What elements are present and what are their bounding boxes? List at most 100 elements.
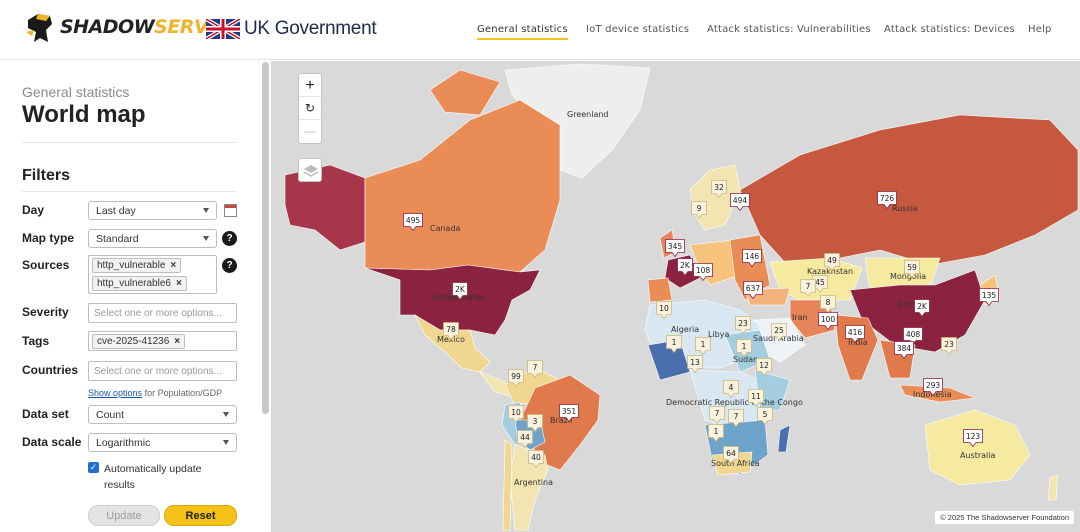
data-scale-select-value: Logarithmic (96, 437, 151, 449)
count-marker[interactable]: 11 (748, 389, 764, 408)
count-marker[interactable]: 44 (517, 430, 533, 449)
help-icon[interactable]: ? (222, 231, 237, 246)
count-marker[interactable]: 10 (656, 301, 672, 320)
marker-pin (708, 424, 724, 443)
count-marker[interactable]: 99 (508, 369, 524, 388)
reset-button[interactable]: Reset (164, 505, 237, 526)
countries-multiselect[interactable]: Select one or more options... (88, 361, 237, 381)
zoom-out-button[interactable]: — (304, 124, 316, 138)
marker-pin (693, 263, 713, 282)
count-marker[interactable]: 40 (528, 450, 544, 469)
marker-pin (877, 191, 897, 210)
chevron-down-icon (223, 412, 229, 417)
count-marker[interactable]: 13 (687, 355, 703, 374)
help-icon[interactable]: ? (222, 258, 237, 273)
remove-tag-icon[interactable]: × (170, 260, 177, 271)
count-marker[interactable]: 1 (666, 335, 682, 354)
count-marker[interactable]: 3 (527, 414, 543, 433)
marker-count: 7 (806, 282, 811, 291)
count-marker[interactable]: 495 (403, 213, 423, 232)
nav-attack-vulnerabilities[interactable]: Attack statistics: Vulnerabilities (707, 24, 871, 35)
count-marker[interactable]: 7 (800, 279, 816, 298)
count-marker[interactable]: 7 (728, 409, 744, 428)
severity-multiselect[interactable]: Select one or more options... (88, 303, 237, 323)
count-marker[interactable]: 123 (963, 429, 983, 448)
sources-label: Sources (22, 258, 70, 272)
world-map[interactable]: Greenland Canada United States Mexico Br… (272, 61, 1080, 532)
marker-pin (914, 299, 930, 318)
count-marker[interactable]: 4 (723, 380, 739, 399)
marker-pin (742, 249, 762, 268)
count-markers[interactable]: 4952K7899710344403513249493452K108146637… (403, 180, 999, 469)
count-marker[interactable]: 8 (820, 295, 836, 314)
data-scale-select[interactable]: Logarithmic (88, 433, 237, 452)
marker-count: 23 (944, 340, 954, 349)
count-marker[interactable]: 64 (723, 446, 739, 465)
count-marker[interactable]: 10 (508, 405, 524, 424)
count-marker[interactable]: 637 (743, 281, 763, 300)
population-gdp-options: Show options for Population/GDP (88, 388, 222, 398)
nav-iot-device-statistics[interactable]: IoT device statistics (586, 24, 690, 35)
reset-view-button[interactable]: ↻ (299, 97, 321, 120)
count-marker[interactable]: 25 (771, 323, 787, 342)
count-marker[interactable]: 351 (559, 404, 579, 423)
count-marker[interactable]: 135 (979, 288, 999, 307)
count-marker[interactable]: 100 (818, 312, 838, 331)
marker-count: 5 (763, 410, 768, 419)
count-marker[interactable]: 384 (894, 341, 914, 360)
marker-count: 1 (672, 338, 677, 347)
count-marker[interactable]: 23 (735, 316, 751, 335)
count-marker[interactable]: 726 (877, 191, 897, 210)
count-marker[interactable]: 1 (736, 339, 752, 358)
count-marker[interactable]: 2K (452, 282, 468, 301)
nav-attack-devices[interactable]: Attack statistics: Devices (884, 24, 1015, 35)
count-marker[interactable]: 2K (677, 258, 693, 277)
count-marker[interactable]: 23 (941, 337, 957, 356)
map-type-select[interactable]: Standard (88, 229, 217, 248)
count-marker[interactable]: 32 (711, 180, 727, 199)
count-marker[interactable]: 345 (665, 239, 685, 258)
layers-control[interactable] (298, 158, 322, 182)
page-title: World map (22, 101, 146, 128)
marker-count: 45 (815, 278, 825, 287)
data-set-select[interactable]: Count (88, 405, 237, 424)
shadowserver-logo[interactable]: SHADOWSERVER (22, 10, 235, 44)
nav-help[interactable]: Help (1028, 24, 1052, 35)
count-marker[interactable]: 108 (693, 263, 713, 282)
count-marker[interactable]: 1 (708, 424, 724, 443)
zoom-in-button[interactable]: + (299, 74, 321, 97)
count-marker[interactable]: 408 (903, 327, 923, 346)
count-marker[interactable]: 1 (695, 337, 711, 356)
zoom-controls: + ↻ — (298, 73, 322, 144)
count-marker[interactable]: 12 (756, 358, 772, 377)
marker-count: 2K (455, 285, 466, 294)
show-options-link[interactable]: Show options (88, 388, 143, 398)
count-marker[interactable]: 9 (691, 201, 707, 220)
nav-general-statistics[interactable]: General statistics (477, 24, 568, 40)
count-marker[interactable]: 5 (757, 407, 773, 426)
calendar-icon[interactable] (224, 204, 237, 217)
count-marker[interactable]: 293 (923, 378, 943, 397)
update-button[interactable]: Update (88, 505, 160, 526)
count-marker[interactable]: 2K (914, 299, 930, 318)
label-libya: Libya (708, 330, 729, 339)
country-alaska (284, 164, 366, 251)
marker-pin (736, 339, 752, 358)
day-select[interactable]: Last day (88, 201, 217, 220)
count-marker[interactable]: 416 (845, 325, 865, 344)
count-marker[interactable]: 49 (824, 253, 840, 272)
marker-count: 293 (926, 381, 941, 390)
count-marker[interactable]: 59 (904, 260, 920, 279)
count-marker[interactable]: 494 (730, 193, 750, 212)
count-marker[interactable]: 7 (527, 360, 543, 379)
marker-pin (757, 407, 773, 426)
marker-pin (941, 337, 957, 356)
count-marker[interactable]: 78 (443, 322, 459, 341)
count-marker[interactable]: 146 (742, 249, 762, 268)
count-marker[interactable]: 7 (709, 406, 725, 425)
sidebar-scrollbar[interactable] (262, 62, 269, 414)
world-map-svg[interactable]: Greenland Canada United States Mexico Br… (272, 61, 1080, 532)
auto-update-checkbox[interactable]: ✓ (88, 462, 99, 473)
remove-tag-icon[interactable]: × (175, 278, 182, 289)
remove-tag-icon[interactable]: × (174, 336, 181, 347)
